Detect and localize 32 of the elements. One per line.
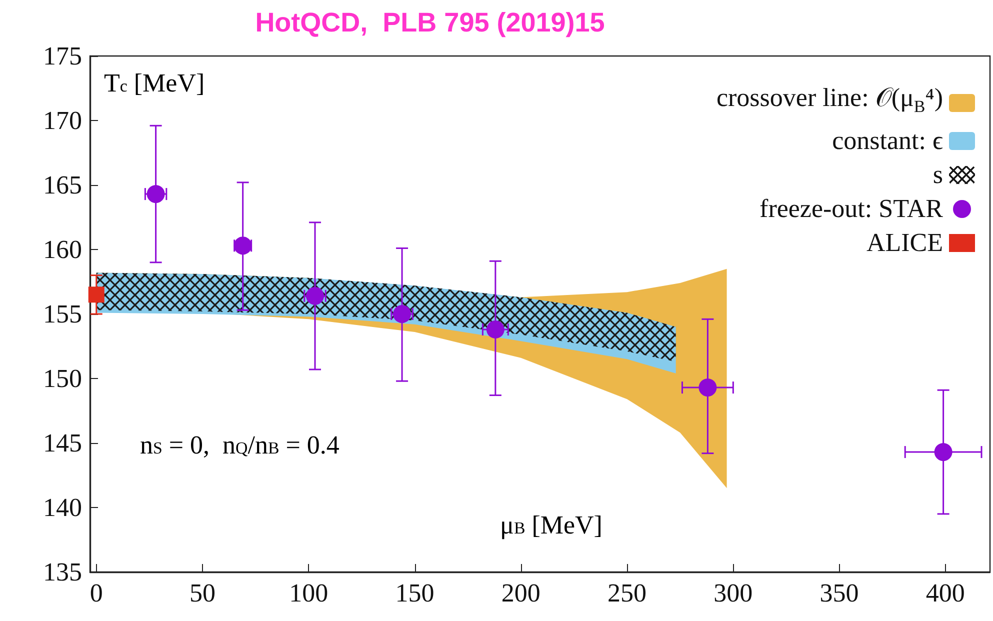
y-tick-label: 160 xyxy=(43,235,82,264)
x-tick-label: 350 xyxy=(820,578,859,608)
legend-label: constant: ϵ xyxy=(832,125,943,158)
y-tick-label: 175 xyxy=(43,42,82,70)
x-tick-label: 200 xyxy=(501,578,540,608)
legend-label: freeze-out: STAR xyxy=(760,193,943,226)
y-tick-label: 155 xyxy=(43,300,82,328)
y-tick-label: 135 xyxy=(43,558,82,586)
x-tick-label: 300 xyxy=(714,578,753,608)
point xyxy=(306,286,324,305)
annotation: nS = 0, nQ/nB = 0.4 xyxy=(140,430,340,460)
y-tick-label: 165 xyxy=(43,170,82,200)
point xyxy=(88,286,104,303)
x-tick-label: 150 xyxy=(395,578,434,608)
chart-title: HotQCD, PLB 795 (2019)15 xyxy=(255,8,605,38)
x-axis-title: μB [MeV] xyxy=(500,510,602,540)
x-tick-label: 250 xyxy=(608,578,647,608)
y-tick-label: 150 xyxy=(43,364,82,393)
legend-label: ALICE xyxy=(866,227,943,260)
point xyxy=(486,320,504,338)
y-tick-label: 170 xyxy=(43,106,82,135)
point xyxy=(934,443,952,462)
x-tick-label: 100 xyxy=(289,578,328,608)
x-tick-label: 50 xyxy=(190,578,216,608)
y-tick-label: 145 xyxy=(43,428,82,458)
y-axis-title: Tc [MeV] xyxy=(104,68,205,98)
legend-label: s xyxy=(932,159,943,192)
x-tick-label: 0 xyxy=(90,578,103,608)
y-tick-label: 140 xyxy=(43,493,82,522)
legend-label: crossover line: 𝒪(μ$_{B}$⁴) xyxy=(716,82,943,118)
x-tick-label: 400 xyxy=(926,578,965,608)
point xyxy=(698,378,717,397)
